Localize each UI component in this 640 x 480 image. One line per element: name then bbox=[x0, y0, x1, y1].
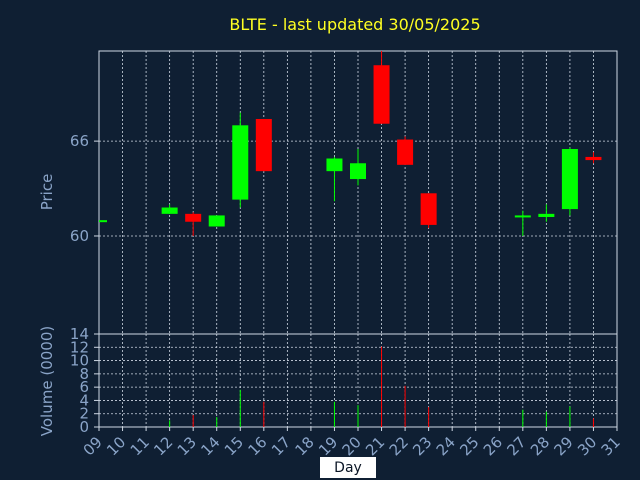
volume-tick-label: 4 bbox=[79, 391, 89, 409]
price-axis-label: Price bbox=[38, 174, 56, 211]
candle-body-15 bbox=[232, 125, 249, 200]
volume-tick-label: 0 bbox=[79, 418, 89, 436]
price-tick-label: 60 bbox=[70, 227, 89, 245]
candle-body-19 bbox=[326, 158, 343, 172]
candle-body-12 bbox=[161, 207, 178, 214]
candle-body-20 bbox=[350, 163, 366, 180]
price-tick-label: 66 bbox=[70, 132, 89, 150]
candle-body-21 bbox=[373, 65, 390, 124]
volume-tick-label: 10 bbox=[70, 352, 89, 370]
candle-body-16 bbox=[255, 118, 272, 172]
candle-body-23 bbox=[420, 193, 437, 225]
chart-title: BLTE - last updated 30/05/2025 bbox=[229, 15, 480, 34]
candle-body-28 bbox=[538, 213, 555, 218]
volume-tick-label: 6 bbox=[79, 378, 89, 396]
candle-body-13 bbox=[185, 213, 202, 222]
volume-tick-label: 14 bbox=[70, 325, 89, 343]
candle-body-14 bbox=[208, 215, 225, 227]
candle-body-30 bbox=[585, 156, 602, 161]
x-axis-label-box bbox=[320, 457, 376, 478]
x-axis-label: Day bbox=[334, 460, 362, 476]
volume-axis-label: Volume (0000) bbox=[38, 326, 56, 436]
candle-body-27 bbox=[514, 215, 531, 218]
price-panel: 60 66 bbox=[70, 50, 618, 335]
candle-body-09 bbox=[99, 220, 107, 223]
volume-tick-label: 2 bbox=[79, 405, 89, 423]
candle-body-22 bbox=[397, 139, 414, 165]
volume-tick-label: 8 bbox=[79, 365, 89, 383]
candle-body-29 bbox=[561, 149, 578, 210]
volume-tick-label: 12 bbox=[70, 338, 89, 356]
